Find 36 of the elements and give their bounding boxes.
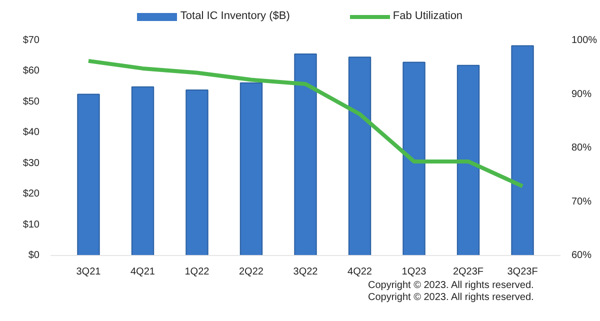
y-tick-label: $50 [22, 96, 40, 108]
x-tick-label: 4Q22 [348, 266, 372, 278]
text: Copyright © 2023. All rights reserved. [368, 292, 534, 304]
bar [240, 82, 263, 256]
x-tick-label: 2Q23F [452, 266, 484, 278]
x-tick-label: 1Q22 [184, 266, 210, 278]
legend-label: Total IC Inventory ($B) [180, 10, 290, 22]
legend-label: Fab Utilization [392, 10, 463, 22]
bar [77, 94, 100, 256]
line-series [86, 58, 525, 188]
y2-tick-label: 60% [572, 250, 592, 261]
x-tick-label: 2Q22 [239, 266, 264, 278]
bar [186, 89, 208, 256]
y2-tick-label: 90% [572, 88, 592, 100]
y2-tick-label: 80% [572, 142, 592, 154]
x-tick-label: 3Q23F [507, 266, 538, 278]
y2-tick-label: 70% [572, 196, 592, 208]
x-tick-label: 3Q21 [76, 266, 102, 278]
x-tick-label: 1Q23 [402, 266, 427, 278]
y-tick-label: $40 [22, 127, 40, 138]
y-tick-label: $20 [22, 188, 40, 200]
bar [348, 56, 372, 256]
y-tick-label: $70 [22, 35, 40, 46]
y-tick-label: $0 [28, 250, 40, 261]
y-tick-label: $60 [22, 66, 40, 77]
bar [131, 86, 154, 256]
bar [402, 62, 426, 256]
bar [294, 54, 317, 256]
y-tick-label: $30 [22, 158, 40, 169]
x-tick-label: 3Q22 [293, 266, 318, 278]
text: Copyright © 2023. All rights reserved. [368, 280, 534, 292]
y2-tick-label: 100% [572, 35, 598, 46]
bar [456, 64, 480, 256]
y-tick-label: $10 [22, 219, 40, 230]
x-tick-label: 4Q21 [130, 266, 156, 278]
bar [511, 45, 534, 256]
